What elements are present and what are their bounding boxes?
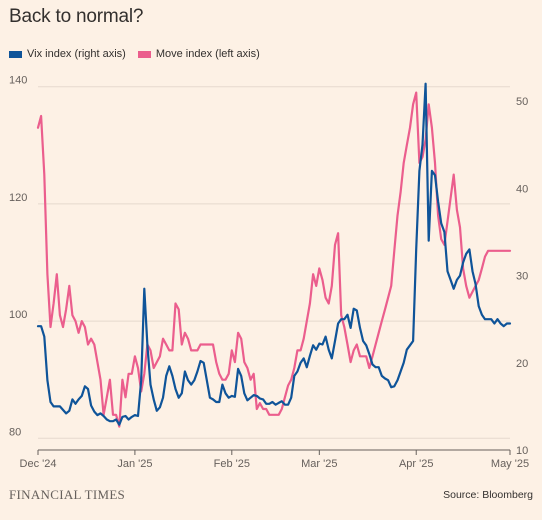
grid-lines <box>38 86 510 439</box>
x-tick-label: Apr '25 <box>399 458 434 470</box>
y-left-tick-label: 140 <box>9 75 27 87</box>
source-note: Source: Bloomberg <box>443 489 533 501</box>
y-right-tick-label: 40 <box>516 183 528 195</box>
line-chart: 80 100 120 140 10 20 30 40 50 Dec '24 Jan '25 Feb '… <box>9 75 529 470</box>
legend-label-move: Move index (left axis) <box>155 48 260 60</box>
publisher-brand: FINANCIAL TIMES <box>9 487 126 502</box>
x-tick-label: Dec '24 <box>20 458 57 470</box>
y-left-tick-label: 80 <box>9 426 21 438</box>
vix-index-line <box>36 82 512 426</box>
x-tick-label: Feb '25 <box>214 458 250 470</box>
y-right-tick-label: 30 <box>516 271 528 283</box>
y-right-tick-label: 20 <box>516 358 528 370</box>
y-left-tick-label: 120 <box>9 192 27 204</box>
y-right-tick-label: 10 <box>516 445 528 457</box>
legend: Vix index (right axis) Move index (left … <box>9 48 272 60</box>
move-index-line <box>36 91 512 428</box>
axes: 80 100 120 140 10 20 30 40 50 Dec '24 Jan '25 Feb '… <box>9 75 529 470</box>
legend-swatch-move <box>137 50 151 58</box>
x-tick-label: Jan '25 <box>117 458 152 470</box>
legend-item-vix: Vix index (right axis) <box>9 48 126 60</box>
legend-item-move: Move index (left axis) <box>137 48 260 60</box>
chart-title: Back to normal? <box>9 6 144 27</box>
legend-swatch-vix <box>9 50 22 58</box>
x-tick-label: Mar '25 <box>301 458 337 470</box>
y-left-tick-label: 100 <box>9 309 27 321</box>
y-right-tick-label: 50 <box>516 96 528 108</box>
legend-label-vix: Vix index (right axis) <box>27 48 126 60</box>
x-tick-label: May '25 <box>491 458 529 470</box>
series-lines <box>36 82 512 428</box>
